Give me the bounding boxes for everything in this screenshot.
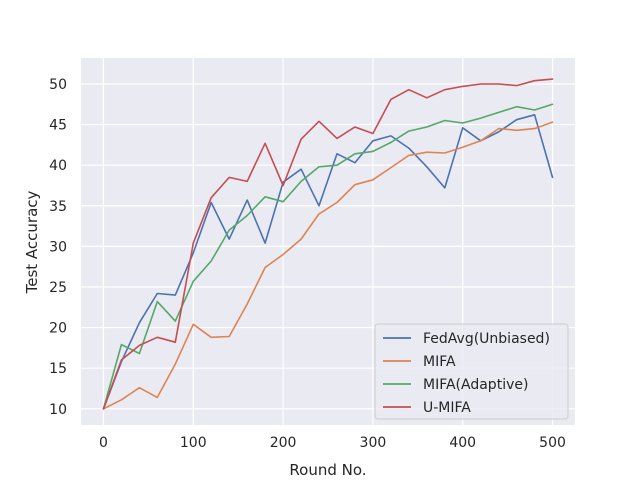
x-tick-label: 0 bbox=[99, 435, 108, 451]
series-line-u-mifa bbox=[102, 78, 554, 410]
legend-label: MIFA(Adaptive) bbox=[423, 377, 528, 393]
y-axis-label: Test Accuracy bbox=[23, 190, 41, 294]
y-tick-label: 20 bbox=[49, 321, 67, 337]
y-tick-label: 35 bbox=[49, 199, 67, 215]
y-tick-label: 50 bbox=[49, 77, 67, 93]
y-tick-label: 25 bbox=[49, 280, 67, 296]
legend-label: FedAvg(Unbiased) bbox=[423, 331, 550, 347]
series-line-mifa bbox=[102, 121, 554, 410]
x-axis-ticks: 0 100 200 300 400 500 bbox=[99, 435, 566, 451]
x-tick-label: 100 bbox=[180, 435, 207, 451]
legend-box bbox=[374, 323, 569, 420]
legend-label: U-MIFA bbox=[423, 400, 471, 416]
x-tick-label: 400 bbox=[449, 435, 476, 451]
y-tick-label: 15 bbox=[49, 361, 67, 377]
series-line-fedavg-unbiased bbox=[102, 114, 554, 410]
grid-lines bbox=[81, 58, 575, 425]
x-axis-label: Round No. bbox=[289, 461, 366, 479]
y-axis-ticks: 10 15 20 25 30 35 40 45 50 bbox=[49, 77, 67, 418]
legend: FedAvg(Unbiased) MIFA MIFA(Adaptive) U-MIFA bbox=[374, 323, 569, 420]
y-tick-label: 45 bbox=[49, 118, 67, 134]
y-tick-label: 10 bbox=[49, 402, 67, 418]
y-tick-label: 30 bbox=[49, 239, 67, 255]
data-series bbox=[102, 78, 554, 410]
y-tick-label: 40 bbox=[49, 158, 67, 174]
x-tick-label: 500 bbox=[539, 435, 566, 451]
series-line-mifa-adaptive bbox=[102, 103, 554, 410]
x-tick-label: 300 bbox=[360, 435, 387, 451]
x-tick-label: 200 bbox=[270, 435, 297, 451]
legend-label: MIFA bbox=[423, 354, 456, 370]
